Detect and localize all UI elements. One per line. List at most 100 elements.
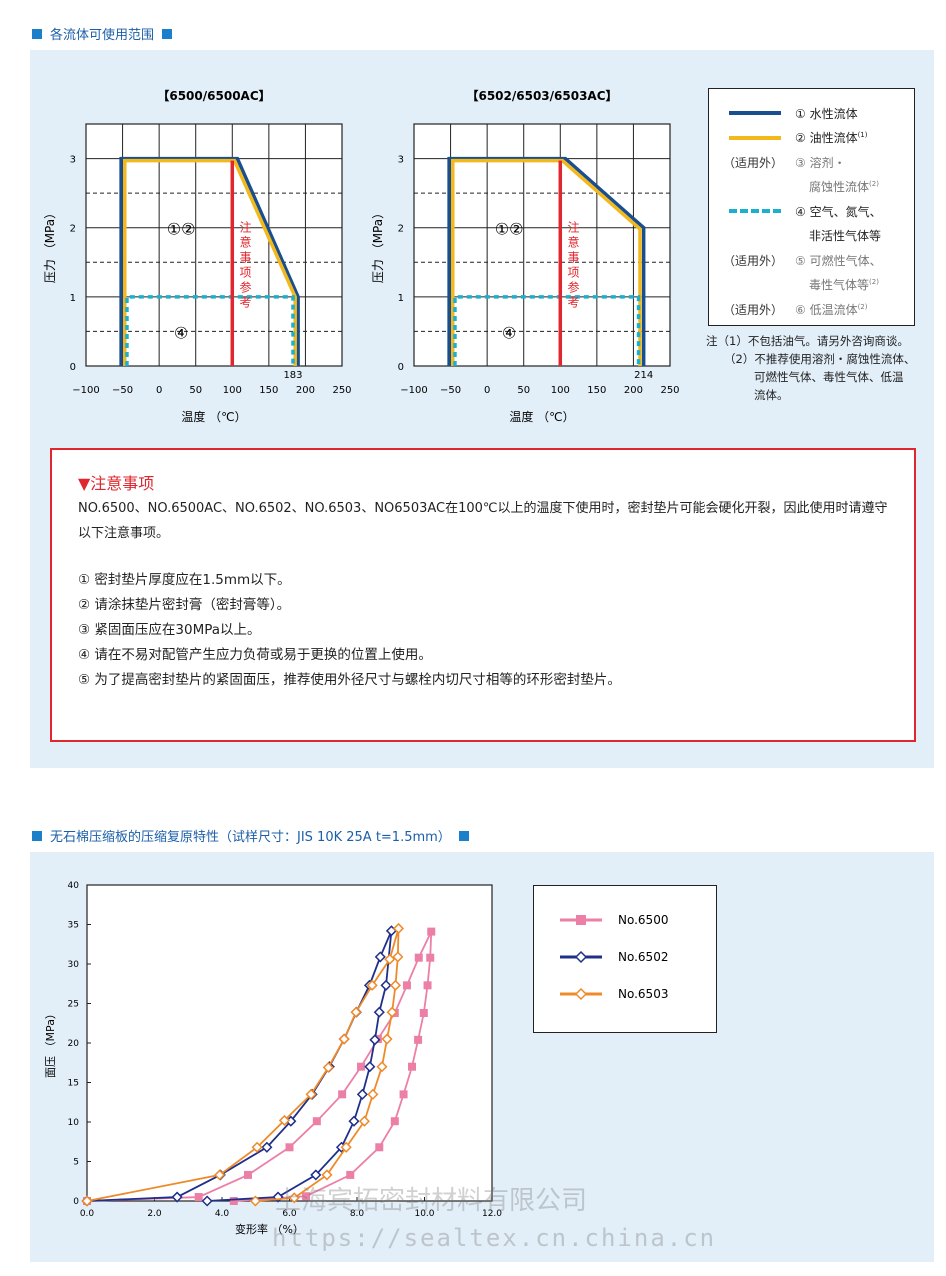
y-tick-label: 40 — [68, 881, 80, 891]
caution-label-char: 意 — [567, 235, 579, 250]
data-point — [322, 1061, 334, 1074]
y-tick-label: 2 — [70, 224, 76, 235]
square-bullet-icon — [32, 28, 42, 39]
y-tick-label: 15 — [68, 1079, 79, 1089]
y-axis-label: 面压 （MPa） — [44, 1008, 57, 1078]
caution-label-char: 项 — [567, 266, 579, 280]
notice-item: ③ 紧固面压应在30MPa以上。 — [78, 622, 261, 638]
square-bullet-icon — [162, 28, 173, 39]
notice-item: ② 请涂抹垫片密封膏（密封膏等）。 — [78, 597, 291, 613]
legend-item: ② 油性流体(1) — [709, 128, 914, 148]
y-tick-label: 35 — [68, 921, 79, 931]
x-tick-label: 150 — [587, 385, 606, 396]
data-point — [243, 1170, 252, 1179]
section-title-compression: 无石棉压缩板的压缩复原特性（试样尺寸：JIS 10K 25A t=1.5mm） — [32, 826, 469, 845]
y-tick-label: 0 — [70, 362, 76, 373]
y-tick-label: 20 — [68, 1039, 80, 1049]
data-point — [346, 1170, 355, 1179]
x-tick-label: −100 — [72, 385, 99, 396]
fluid-legend: ① 水性流体 ② 油性流体(1) （适用外） ③ 溶剂・ 腐蚀性流体(2) ④ 空气、氮气… — [708, 88, 915, 326]
data-point — [392, 951, 404, 963]
data-point — [389, 979, 402, 991]
caution-label-char: 事 — [567, 251, 579, 265]
data-point — [338, 1033, 350, 1045]
x-tick-label: 12.0 — [482, 1209, 502, 1219]
end-value-label: 183 — [283, 370, 302, 381]
data-point — [302, 1192, 311, 1201]
data-point — [288, 1192, 300, 1204]
x-tick-label: 200 — [296, 385, 315, 396]
data-point — [381, 1033, 393, 1045]
region-label-12: ①② — [167, 220, 196, 239]
y-axis-label: 压力 （MPa） — [43, 207, 57, 283]
legend-label: ⑥ 低温流体(2) — [795, 302, 868, 317]
data-point — [340, 1141, 352, 1153]
caution-label-char: 事 — [239, 251, 251, 265]
series-oil — [451, 158, 642, 366]
footnotes: 注（1）不包括油气。请另外咨询商谈。 （2）不推荐使用溶剂・腐蚀性流体、 可燃性… — [706, 332, 915, 404]
data-point — [194, 1193, 203, 1202]
y-tick-label: 1 — [398, 293, 404, 304]
series-oil — [123, 158, 297, 366]
caution-label-char: 注 — [239, 220, 251, 235]
x-tick-label: 4.0 — [215, 1209, 230, 1219]
region-label-12: ①② — [495, 220, 524, 239]
data-point — [373, 1006, 385, 1018]
data-point — [414, 1035, 423, 1044]
caution-label-char: 考 — [567, 296, 579, 310]
x-tick-label: 200 — [624, 385, 643, 396]
legend-label: ② 油性流体(1) — [795, 131, 868, 145]
y-tick-label: 2 — [398, 224, 404, 235]
y-tick-label: 5 — [73, 1158, 79, 1168]
legend-prefix: （适用外） — [723, 302, 784, 317]
y-tick-label: 0 — [73, 1197, 79, 1207]
legend-item: （适用外） ③ 溶剂・ — [709, 152, 914, 172]
legend-item: 非活性气体等 — [709, 226, 914, 246]
legend-label: 腐蚀性流体(2) — [809, 180, 879, 194]
legend-prefix: （适用外） — [723, 155, 784, 170]
x-tick-label: 100 — [551, 385, 570, 396]
y-tick-label: 30 — [68, 960, 80, 970]
legend-item: 腐蚀性流体(2) — [709, 177, 914, 197]
x-tick-label: −100 — [400, 385, 427, 396]
x-tick-label: 6.0 — [282, 1209, 297, 1219]
compression-chart: 0.0 2.0 4.0 6.0 8.0 10.0 12.0 0 5 10 15 20 25 30 35 40 变… — [44, 881, 502, 1236]
compression-legend: No.6500 No.6502 No.6503 — [533, 885, 717, 1033]
legend-item: （适用外） ⑥ 低温流体(2) — [709, 299, 914, 319]
footnote-1: 注（1）不包括油气。请另外咨询商谈。 — [706, 334, 909, 348]
data-point — [375, 1143, 384, 1152]
data-point — [357, 1062, 366, 1071]
data-point — [364, 1061, 376, 1073]
notice-item: ① 密封垫片厚度应在1.5mm以下。 — [78, 572, 291, 588]
data-point — [414, 953, 423, 962]
watermark-url: https://sealtex.cn.china.cn — [272, 1224, 717, 1252]
x-tick-label: 0 — [156, 385, 162, 396]
data-point — [285, 1143, 294, 1152]
data-point — [366, 979, 378, 991]
data-point — [390, 1117, 399, 1126]
notice-intro: NO.6500、NO.6500AC、NO.6502、NO.6503、NO6503… — [78, 501, 888, 541]
x-tick-label: 10.0 — [414, 1209, 434, 1219]
data-point — [392, 922, 405, 935]
x-axis-label: 变形率 （%） — [235, 1222, 304, 1236]
caution-label-char: 参 — [239, 280, 251, 295]
caution-label-char: 参 — [567, 280, 579, 295]
legend-marker — [574, 950, 588, 964]
data-point — [261, 1141, 273, 1153]
x-tick-label: 250 — [660, 385, 679, 396]
section-title-text: 无石棉压缩板的压缩复原特性（试样尺寸：JIS 10K 25A t=1.5mm） — [50, 830, 451, 845]
chart-title: 【6502/6503/6503AC】 — [466, 88, 617, 103]
notice-item: ⑤ 为了提高密封垫片的紧固面压，推荐使用外径尺寸与螺栓内切尺寸相等的环形密封垫片… — [78, 672, 621, 688]
x-tick-label: 100 — [223, 385, 242, 396]
data-point — [81, 1195, 93, 1207]
data-point — [384, 953, 396, 965]
data-point — [310, 1169, 322, 1181]
data-point — [367, 1088, 379, 1100]
legend-label: ④ 空气、氮气、 — [795, 204, 882, 219]
y-axis-label: 压力 （MPa） — [371, 207, 385, 283]
square-bullet-icon — [458, 830, 469, 841]
legend-swatch — [729, 111, 781, 115]
data-point — [201, 1195, 213, 1207]
series-water — [447, 156, 646, 366]
data-point — [251, 1141, 263, 1153]
